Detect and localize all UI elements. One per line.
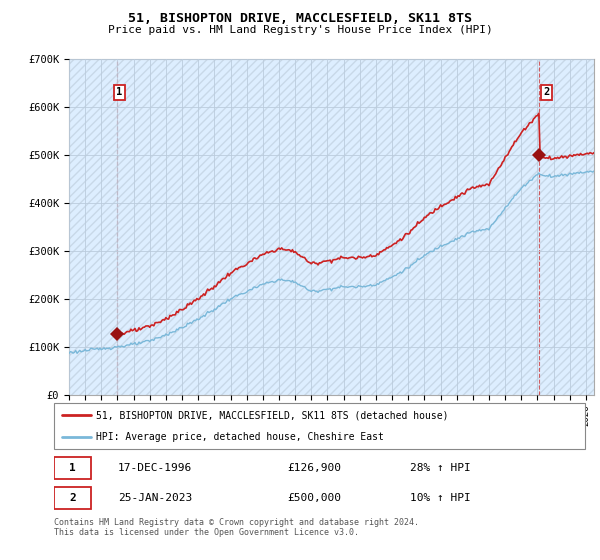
Text: 17-DEC-1996: 17-DEC-1996 (118, 463, 192, 473)
Text: 1: 1 (116, 87, 122, 97)
Text: 28% ↑ HPI: 28% ↑ HPI (410, 463, 470, 473)
FancyBboxPatch shape (54, 487, 91, 509)
Text: 2: 2 (69, 493, 76, 503)
Text: 10% ↑ HPI: 10% ↑ HPI (410, 493, 470, 503)
FancyBboxPatch shape (54, 457, 91, 479)
Text: This data is licensed under the Open Government Licence v3.0.: This data is licensed under the Open Gov… (54, 528, 359, 537)
Text: 2: 2 (544, 87, 550, 97)
Text: 51, BISHOPTON DRIVE, MACCLESFIELD, SK11 8TS (detached house): 51, BISHOPTON DRIVE, MACCLESFIELD, SK11 … (97, 410, 449, 420)
Text: 51, BISHOPTON DRIVE, MACCLESFIELD, SK11 8TS: 51, BISHOPTON DRIVE, MACCLESFIELD, SK11 … (128, 12, 472, 25)
Text: 1: 1 (69, 463, 76, 473)
Text: £500,000: £500,000 (287, 493, 341, 503)
Text: HPI: Average price, detached house, Cheshire East: HPI: Average price, detached house, Ches… (97, 432, 385, 442)
Text: Price paid vs. HM Land Registry's House Price Index (HPI): Price paid vs. HM Land Registry's House … (107, 25, 493, 35)
Text: £126,900: £126,900 (287, 463, 341, 473)
Text: Contains HM Land Registry data © Crown copyright and database right 2024.: Contains HM Land Registry data © Crown c… (54, 518, 419, 527)
Text: 25-JAN-2023: 25-JAN-2023 (118, 493, 192, 503)
FancyBboxPatch shape (54, 403, 585, 449)
